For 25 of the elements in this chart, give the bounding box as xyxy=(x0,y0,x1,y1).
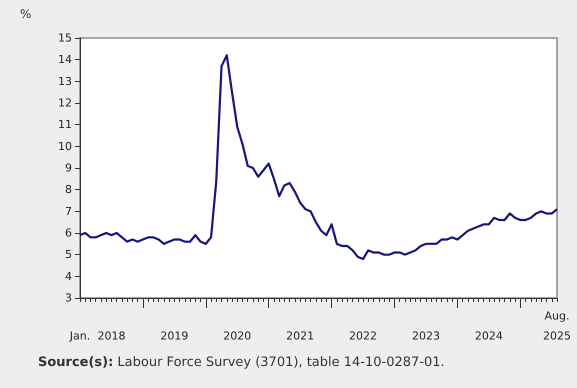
y-tick-label: 8 xyxy=(65,183,72,196)
y-tick-label: 4 xyxy=(65,270,72,283)
x-tick-label: 2019 xyxy=(160,330,188,342)
y-tick-label: 10 xyxy=(58,140,72,153)
y-tick-label: 14 xyxy=(58,53,72,66)
x-tick-label: 2021 xyxy=(286,330,314,342)
y-tick-label: 9 xyxy=(65,162,72,174)
y-tick-label: 13 xyxy=(58,74,72,88)
line-series xyxy=(78,54,558,260)
y-tick-label: 11 xyxy=(58,118,72,132)
x-tick-label: 2018 xyxy=(97,330,126,342)
y-tick-label: 15 xyxy=(58,32,72,44)
source-note: Source(s): Labour Force Survey (3701), table 14-10-0287-01. xyxy=(38,355,445,370)
x-tick-label: 2024 xyxy=(474,330,503,342)
y-tick-label: 5 xyxy=(65,248,72,262)
x-tick-label: Jan. xyxy=(68,330,90,342)
x-tick-label: 2023 xyxy=(412,330,440,342)
y-tick-label: 7 xyxy=(65,204,72,218)
y-tick-label: 3 xyxy=(65,292,72,304)
y-tick-label: 12 xyxy=(58,96,72,110)
y-axis-title: % xyxy=(20,7,32,21)
x-tick-label: Aug. 2025 xyxy=(543,310,571,342)
x-tick-label: 2022 xyxy=(349,330,378,342)
y-tick-label: 6 xyxy=(65,226,72,240)
x-tick-label: 2020 xyxy=(223,330,252,342)
